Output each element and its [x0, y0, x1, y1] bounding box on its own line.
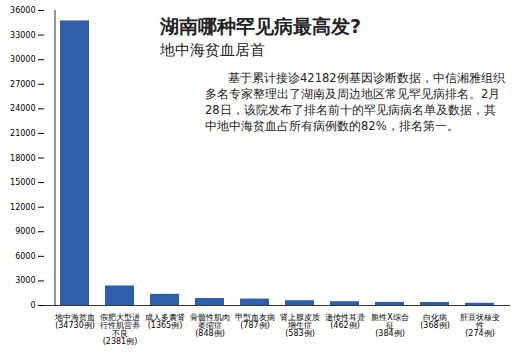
svg-text:假肥大型进行性肌营养不良(2381例): 假肥大型进行性肌营养不良(2381例) — [100, 313, 140, 346]
svg-text:肝豆状核变性(274例): 肝豆状核变性(274例) — [460, 313, 500, 338]
html-text:湖南哪种罕见病最高发?: 湖南哪种罕见病最高发? — [160, 15, 361, 37]
svg-text:3000: 3000 — [15, 276, 35, 285]
svg-text:成人多囊肾(1365例): 成人多囊肾(1365例) — [145, 313, 185, 330]
svg-text:骨髓性肌肉萎缩症(848例): 骨髓性肌肉萎缩症(848例) — [190, 313, 230, 338]
html-text:基于累计接诊42182例基因诊断数据，中信湘雅组织多名专家整: 基于累计接诊42182例基因诊断数据，中信湘雅组织多名专家整理出了湖南及周边地区… — [205, 71, 505, 133]
svg-text:0: 0 — [30, 301, 35, 310]
svg-text:15000: 15000 — [10, 178, 35, 187]
svg-text:9000: 9000 — [15, 227, 35, 236]
svg-text:12000: 12000 — [10, 203, 35, 212]
svg-text:遗传性耳聋(462例): 遗传性耳聋(462例) — [325, 313, 365, 330]
svg-text:33000: 33000 — [10, 31, 35, 40]
svg-text:30000: 30000 — [10, 55, 35, 64]
svg-text:肾上腺皮质增生症(583例): 肾上腺皮质增生症(583例) — [280, 313, 320, 338]
svg-text:白化病(368例): 白化病(368例) — [420, 313, 450, 330]
svg-text:36000: 36000 — [10, 6, 35, 15]
svg-text:脆性X综合征(384例): 脆性X综合征(384例) — [371, 313, 408, 338]
svg-text:21000: 21000 — [10, 129, 35, 138]
svg-text:27000: 27000 — [10, 80, 35, 89]
svg-text:18000: 18000 — [10, 154, 35, 163]
svg-text:24000: 24000 — [10, 104, 35, 113]
svg-text:甲型血友病(787例): 甲型血友病(787例) — [235, 313, 275, 330]
svg-text:6000: 6000 — [15, 252, 35, 261]
svg-text:地中海贫血(34730例): 地中海贫血(34730例) — [54, 313, 95, 330]
html-text:地中海贫血居首: 地中海贫血居首 — [160, 41, 265, 59]
